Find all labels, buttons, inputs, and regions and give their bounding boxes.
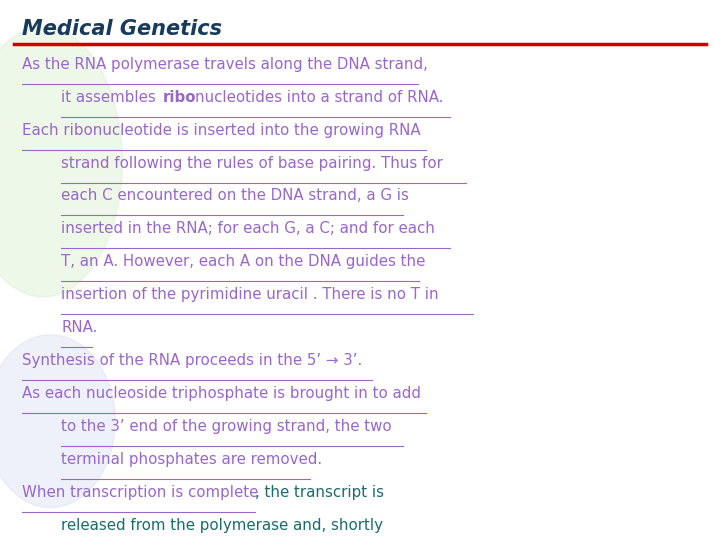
Text: ribo: ribo	[162, 90, 196, 105]
Text: terminal phosphates are removed.: terminal phosphates are removed.	[61, 452, 323, 467]
Text: As the RNA polymerase travels along the DNA strand,: As the RNA polymerase travels along the …	[22, 57, 428, 72]
Text: When transcription is complete: When transcription is complete	[22, 485, 258, 500]
Text: insertion of the pyrimidine uracil . There is no T in: insertion of the pyrimidine uracil . The…	[61, 287, 438, 302]
Text: nucleotides into a strand of RNA.: nucleotides into a strand of RNA.	[195, 90, 444, 105]
Ellipse shape	[0, 335, 115, 508]
Text: As each nucleoside triphosphate is brought in to add: As each nucleoside triphosphate is broug…	[22, 386, 420, 401]
Text: , the transcript is: , the transcript is	[255, 485, 384, 500]
Text: released from the polymerase and, shortly: released from the polymerase and, shortl…	[61, 518, 383, 533]
Text: Synthesis of the RNA proceeds in the 5’ → 3’.: Synthesis of the RNA proceeds in the 5’ …	[22, 353, 362, 368]
Text: each C encountered on the DNA strand, a G is: each C encountered on the DNA strand, a …	[61, 188, 409, 204]
Text: inserted in the RNA; for each G, a C; and for each: inserted in the RNA; for each G, a C; an…	[61, 221, 435, 237]
Ellipse shape	[0, 27, 122, 297]
Text: strand following the rules of base pairing. Thus for: strand following the rules of base pairi…	[61, 156, 443, 171]
Text: it assembles: it assembles	[61, 90, 161, 105]
Text: Medical Genetics: Medical Genetics	[22, 19, 222, 39]
Text: T, an A. However, each A on the DNA guides the: T, an A. However, each A on the DNA guid…	[61, 254, 426, 269]
Text: to the 3’ end of the growing strand, the two: to the 3’ end of the growing strand, the…	[61, 419, 392, 434]
Text: RNA.: RNA.	[61, 320, 98, 335]
Text: Each ribonucleotide is inserted into the growing RNA: Each ribonucleotide is inserted into the…	[22, 123, 420, 138]
